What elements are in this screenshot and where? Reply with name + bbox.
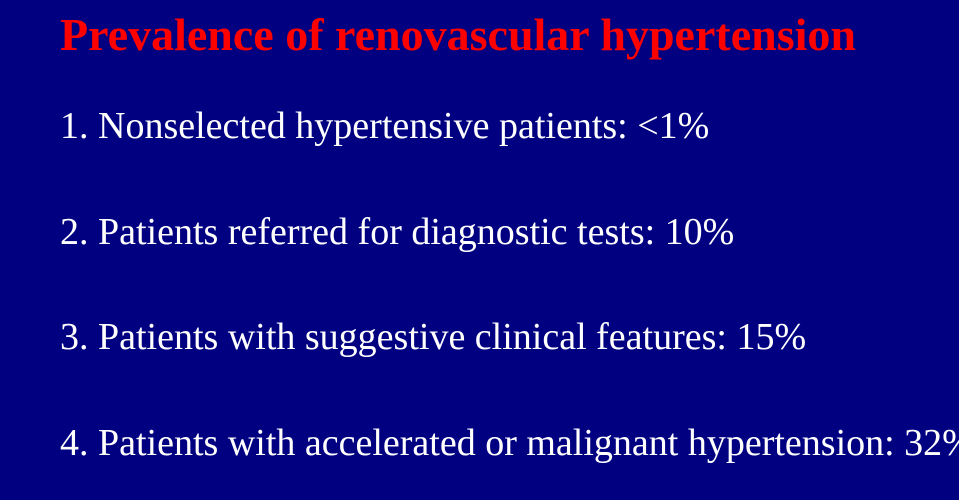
slide-title: Prevalence of renovascular hypertension <box>60 8 949 61</box>
list-item: 3. Patients with suggestive clinical fea… <box>60 316 949 360</box>
list-item: 4. Patients with accelerated or malignan… <box>60 422 949 466</box>
slide-container: Prevalence of renovascular hypertension … <box>0 0 959 500</box>
list-item: 1. Nonselected hypertensive patients: <1… <box>60 105 949 149</box>
list-item: 2. Patients referred for diagnostic test… <box>60 211 949 255</box>
